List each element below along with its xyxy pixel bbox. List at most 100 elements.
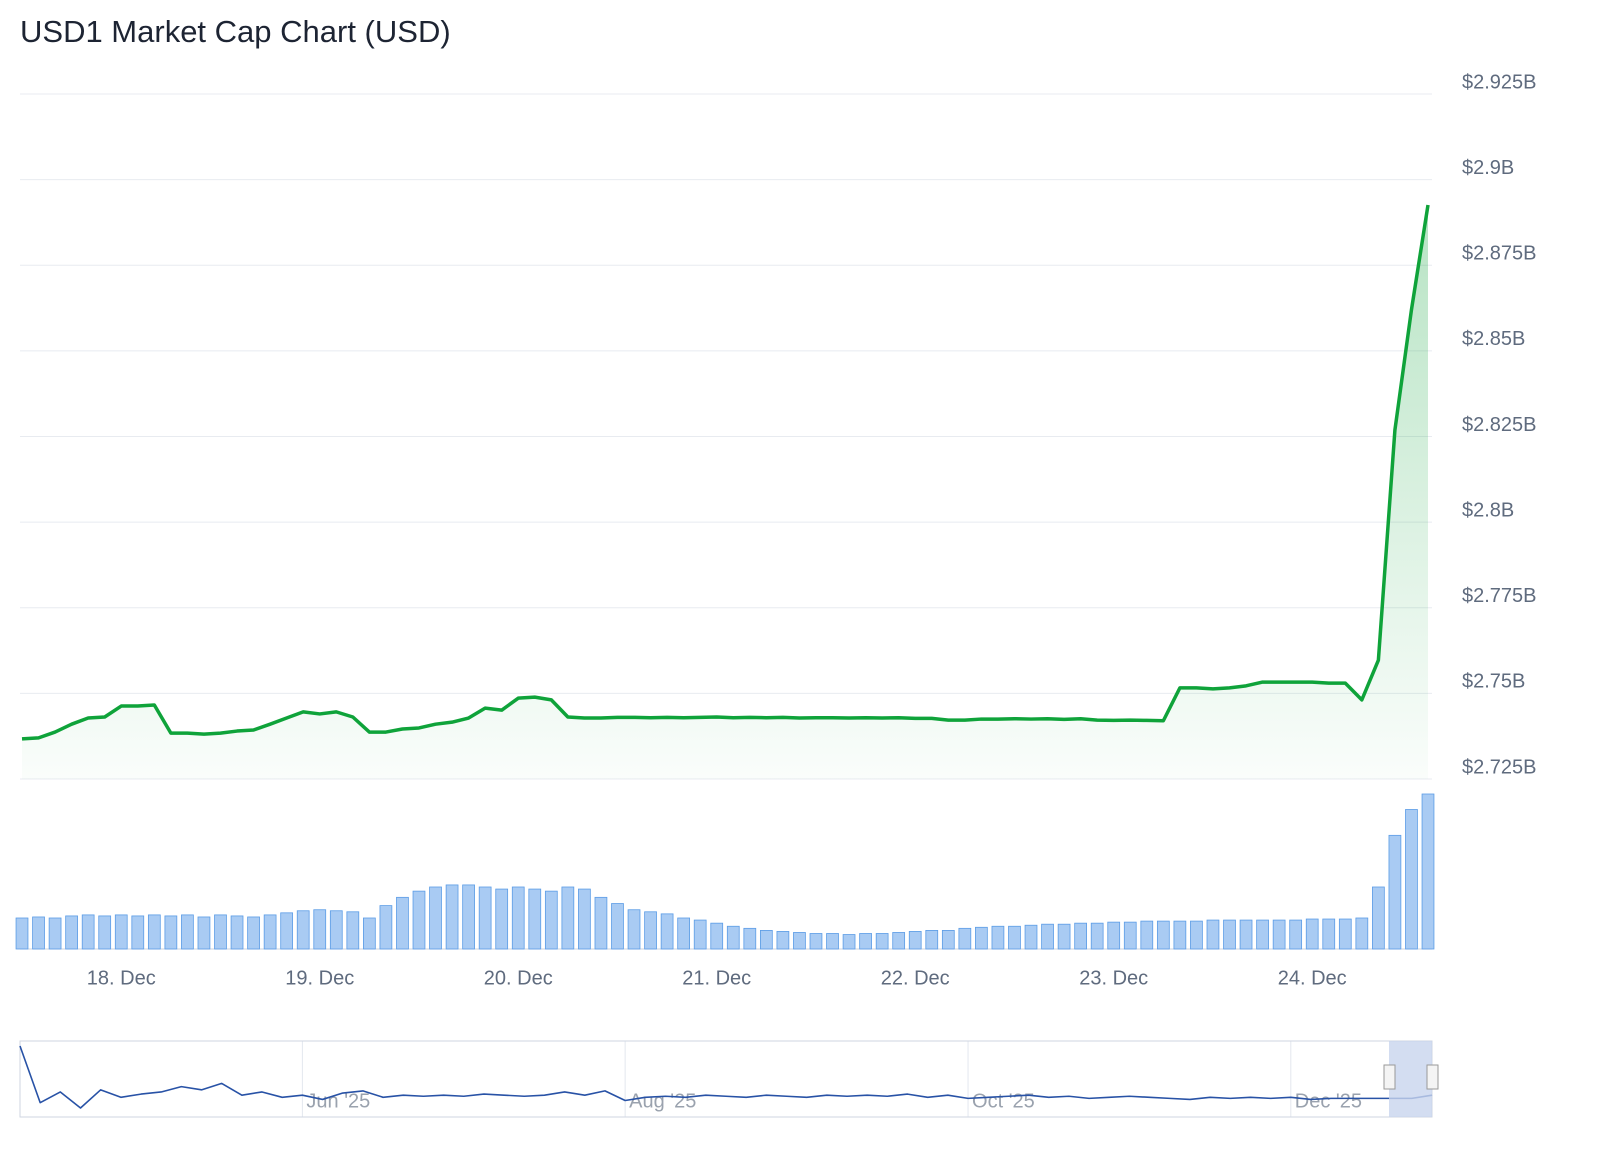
volume-bar (1041, 923, 1054, 950)
navigator-handle[interactable] (1383, 1064, 1396, 1090)
volume-bar (181, 914, 194, 950)
volume-bar (81, 914, 95, 950)
x-tick-label: 19. Dec (285, 967, 354, 989)
volume-bar (941, 930, 955, 950)
volume-bar (114, 914, 128, 950)
volume-bar (1008, 925, 1021, 950)
volume-bar (147, 914, 161, 950)
volume-bar (1289, 919, 1303, 950)
volume-bar (280, 912, 294, 950)
volume-bar (892, 932, 906, 950)
volume-bar (578, 888, 591, 950)
volume-bar (412, 890, 426, 950)
navigator-selection[interactable] (1389, 1041, 1432, 1117)
volume-bar (1024, 924, 1038, 950)
y-tick-label: $2.775B (1462, 585, 1537, 607)
y-tick-label: $2.875B (1462, 243, 1537, 265)
volume-bar (660, 913, 674, 950)
navigator-label: Dec '25 (1295, 1090, 1362, 1112)
volume-bar (379, 905, 393, 950)
y-tick-label: $2.725B (1462, 756, 1537, 778)
volume-bar (925, 930, 939, 950)
volume-bar (164, 915, 178, 950)
x-tick-label: 22. Dec (881, 967, 950, 989)
volume-bar (396, 896, 409, 950)
line (19, 1045, 1433, 1109)
volume-bar (1090, 922, 1104, 950)
volume-bar (776, 931, 790, 950)
volume-bar (1156, 920, 1170, 950)
volume-bar (710, 922, 724, 950)
volume-bar (1338, 918, 1352, 950)
x-tick-label: 23. Dec (1079, 967, 1148, 989)
chart-title: USD1 Market Cap Chart (USD) (20, 14, 451, 49)
volume-bar (561, 886, 575, 950)
volume-bar (1322, 918, 1336, 950)
volume-bar (842, 934, 856, 950)
volume-bar (1405, 809, 1418, 950)
volume-bar (677, 917, 691, 950)
volume-bar (743, 927, 757, 950)
line (21, 204, 1430, 741)
volume-bar (759, 930, 773, 950)
volume-bar (1355, 917, 1369, 950)
volume-bar (826, 933, 839, 950)
volume-bar (1272, 919, 1286, 950)
x-tick-label: 18. Dec (87, 967, 156, 989)
volume-bar (975, 926, 988, 950)
volume-bar (611, 903, 624, 950)
navigator-frame (19, 1040, 1433, 1118)
volume-bar (1239, 919, 1253, 950)
volume-bar (908, 931, 922, 950)
volume-bar (230, 915, 244, 950)
volume-bar (1421, 793, 1435, 950)
volume-bar (48, 917, 62, 950)
volume-bar (528, 888, 542, 950)
volume-bar (991, 925, 1005, 950)
navigator-label: Oct '25 (972, 1090, 1035, 1112)
volume-bar (594, 896, 608, 950)
volume-bar (1256, 919, 1269, 950)
volume-bar (65, 915, 78, 950)
volume-bar (247, 916, 260, 950)
navigator-label: Aug '25 (629, 1090, 696, 1112)
x-tick-label: 20. Dec (484, 967, 553, 989)
volume-bar (958, 927, 972, 950)
volume-bar (1206, 919, 1220, 950)
volume-bar (478, 886, 492, 950)
volume-bar (1305, 918, 1319, 950)
volume-bar (1107, 921, 1121, 950)
volume-bar (809, 933, 823, 950)
volume-bar (793, 932, 806, 950)
volume-bar (1123, 921, 1137, 950)
y-tick-label: $2.8B (1462, 499, 1514, 521)
volume-bar (429, 886, 442, 950)
volume-bar (859, 933, 872, 950)
volume-bar (263, 914, 277, 950)
volume-bar (1190, 920, 1203, 950)
volume-bar (15, 917, 29, 950)
y-tick-label: $2.9B (1462, 157, 1514, 179)
volume-bar (1223, 919, 1236, 950)
volume-bar (1388, 834, 1402, 950)
volume-bar (462, 884, 475, 950)
volume-bar (1173, 920, 1187, 950)
y-tick-label: $2.925B (1462, 71, 1537, 93)
volume-bar (98, 915, 112, 950)
y-tick-label: $2.825B (1462, 414, 1537, 436)
volume-bar (627, 909, 641, 950)
navigator-handle[interactable] (1426, 1064, 1439, 1090)
volume-bar (131, 915, 145, 950)
volume-bar (1057, 923, 1071, 950)
volume-bar (32, 916, 45, 950)
volume-bar (726, 925, 740, 950)
volume-bar (875, 933, 889, 950)
volume-bar (445, 884, 459, 950)
volume-bar (1074, 922, 1087, 950)
navigator-label: Jun '25 (306, 1090, 370, 1112)
volume-bar (296, 910, 310, 950)
volume-bar (1140, 920, 1154, 950)
y-tick-label: $2.75B (1462, 671, 1525, 693)
